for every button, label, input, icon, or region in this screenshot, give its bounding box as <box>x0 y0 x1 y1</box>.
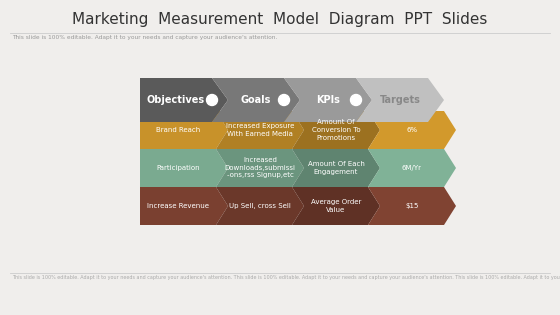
Text: This slide is 100% editable. Adapt it to your needs and capture your audience's : This slide is 100% editable. Adapt it to… <box>12 35 277 40</box>
Polygon shape <box>292 111 380 149</box>
Circle shape <box>351 94 362 106</box>
Circle shape <box>207 94 217 106</box>
Text: Average Order
Value: Average Order Value <box>311 199 361 213</box>
Polygon shape <box>140 78 228 122</box>
Circle shape <box>278 94 290 106</box>
Text: Increased
Downloads,submissi
-ons,rss Signup,etc: Increased Downloads,submissi -ons,rss Si… <box>225 158 296 179</box>
Text: $15: $15 <box>405 203 419 209</box>
Polygon shape <box>284 78 372 122</box>
Text: KPIs: KPIs <box>316 95 340 105</box>
Polygon shape <box>216 149 304 187</box>
Polygon shape <box>216 111 304 149</box>
Polygon shape <box>212 78 300 122</box>
Text: Increase Revenue: Increase Revenue <box>147 203 209 209</box>
Text: Amount Of Each
Engagement: Amount Of Each Engagement <box>307 161 365 175</box>
Polygon shape <box>368 149 456 187</box>
Polygon shape <box>368 187 456 225</box>
Text: Up Sell, cross Sell: Up Sell, cross Sell <box>229 203 291 209</box>
Polygon shape <box>292 149 380 187</box>
Polygon shape <box>368 111 456 149</box>
Polygon shape <box>216 187 304 225</box>
Polygon shape <box>140 111 228 149</box>
Text: This slide is 100% editable. Adapt it to your needs and capture your audience's : This slide is 100% editable. Adapt it to… <box>12 275 560 280</box>
Text: Brand Reach: Brand Reach <box>156 127 200 133</box>
Text: 6M/Yr: 6M/Yr <box>402 165 422 171</box>
Text: Amount Of
Conversion To
Promotions: Amount Of Conversion To Promotions <box>312 119 360 140</box>
Text: Participation: Participation <box>156 165 200 171</box>
Polygon shape <box>140 149 228 187</box>
Polygon shape <box>140 187 228 225</box>
Text: Marketing  Measurement  Model  Diagram  PPT  Slides: Marketing Measurement Model Diagram PPT … <box>72 12 488 27</box>
Polygon shape <box>356 78 444 122</box>
Text: Increased Exposure
With Earned Media: Increased Exposure With Earned Media <box>226 123 294 137</box>
Text: Targets: Targets <box>380 95 421 105</box>
Text: 6%: 6% <box>407 127 418 133</box>
Text: Goals: Goals <box>241 95 271 105</box>
Polygon shape <box>292 187 380 225</box>
Text: Objectives: Objectives <box>147 95 205 105</box>
